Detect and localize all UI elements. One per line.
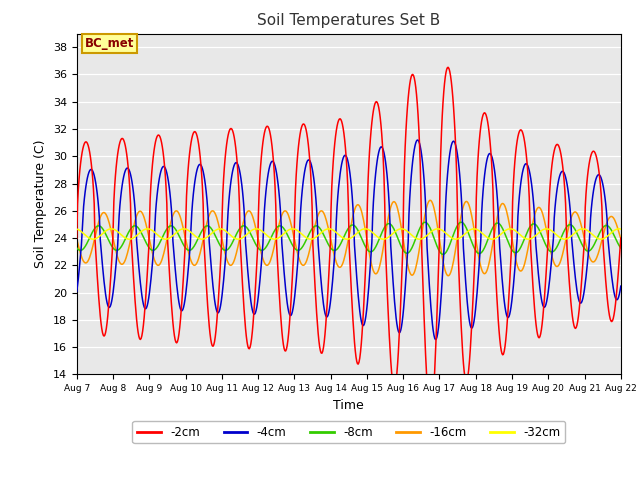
Y-axis label: Soil Temperature (C): Soil Temperature (C) [35,140,47,268]
Text: BC_met: BC_met [85,37,134,50]
X-axis label: Time: Time [333,399,364,412]
Title: Soil Temperatures Set B: Soil Temperatures Set B [257,13,440,28]
Legend: -2cm, -4cm, -8cm, -16cm, -32cm: -2cm, -4cm, -8cm, -16cm, -32cm [132,421,565,444]
